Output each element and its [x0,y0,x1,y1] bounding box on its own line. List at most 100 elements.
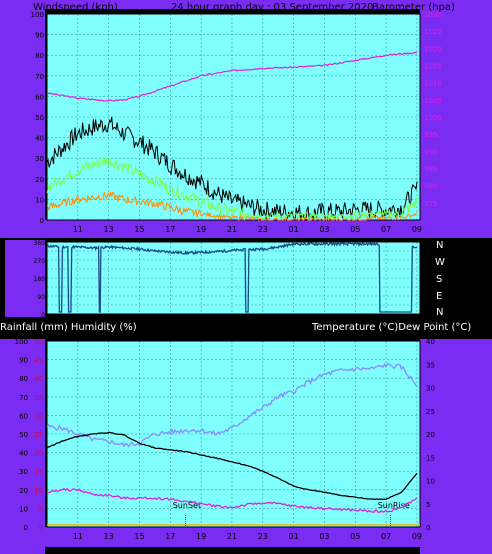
y-right-tick-label: 985 [424,166,437,174]
x-tick-label: 17 [165,532,175,541]
humidity-tick-label: 40 [19,450,28,458]
y-tick-label: 20 [35,176,44,184]
temperature-tick-label: 40 [426,338,435,346]
direction-label-n-bottom: N [436,307,443,318]
humidity-tick-label: 90 [19,357,28,365]
rain-tick-label: 25 [34,431,43,439]
humidity-tick-label: 50 [19,431,28,439]
y-right-tick-label: 1000 [424,114,442,122]
header-right-label: Barometer (hpa) [372,2,455,13]
x-tick-label: 05 [350,532,360,541]
humidity-tick-label: 70 [19,394,28,402]
y-right-tick-label: 980 [424,183,437,191]
x-tick-label: 21 [227,225,237,234]
x-tick-label: 17 [165,225,175,234]
x-tick-label: 19 [196,225,206,234]
top-margin [0,0,492,9]
direction-label-w: W [435,257,445,268]
humidity-tick-label: 0 [24,524,28,532]
y-right-tick-label: 975 [424,200,437,208]
x-tick-label: 13 [104,532,114,541]
temperature-tick-label: 30 [426,385,435,393]
y-right-tick-label: 995 [424,131,437,139]
x-axis-band [45,220,420,238]
humidity-tick-label: 10 [19,505,28,513]
temperature-tick-label: 25 [426,408,435,416]
header-left-label: Windspeed (kph) [33,2,118,13]
x-axis-band [45,527,420,547]
rain-tick-label: 5 [39,505,43,513]
y-tick-label: 50 [35,114,44,122]
x-tick-label: 09 [412,225,422,234]
y-tick-label: 30 [35,155,44,163]
rain-tick-label: 10 [34,487,43,495]
plot-area [47,341,420,527]
header-center-label: 24 hour graph day : 03 September 2020 [171,2,373,13]
x-tick-label: 15 [134,225,144,234]
x-tick-label: 11 [73,225,83,234]
x-tick-label: 21 [227,532,237,541]
rain-tick-label: 0 [39,524,43,532]
x-tick-label: 07 [381,532,391,541]
temperature-tick-label: 5 [426,501,430,509]
y-tick-label: 40 [35,135,44,143]
annotation-label: SunRise [378,501,410,510]
temperature-humidity-panel: 11 13 15 17 19 21 23 01 03 05 07 090102030405060708… [15,338,435,547]
rain-tick-label: 20 [34,450,43,458]
rain-tick-label: 15 [34,468,43,476]
rain-tick-label: 35 [34,394,43,402]
series-barometer [46,51,417,102]
rain-tick-label: 40 [34,375,43,383]
x-tick-label: 01 [289,225,299,234]
direction-panel-left-band [5,240,45,317]
rain-tick-label: 30 [34,412,43,420]
x-tick-label: 13 [104,225,114,234]
series-wind_max [46,116,418,222]
series-temperature [46,431,418,501]
annotation-label: SunSet [173,501,201,510]
mid-header-left-label: Rainfall (mm) Humidity (%) [0,322,137,333]
x-tick-label: 05 [350,225,360,234]
x-tick-label: 03 [319,225,329,234]
y-right-tick-label: 1030 [424,11,442,19]
plot-border [46,340,421,528]
y-tick-label: 60 [35,93,44,101]
wind-direction-panel: 0 90 180 270 360 [34,240,421,319]
humidity-tick-label: 100 [15,338,28,346]
humidity-tick-label: 80 [19,375,28,383]
temperature-tick-label: 10 [426,478,435,486]
x-tick-label: 03 [319,532,329,541]
y-tick-label: 80 [35,52,44,60]
temperature-tick-label: 35 [426,361,435,369]
series-direction [46,241,418,313]
series-wind_min [46,191,418,222]
direction-label-e: E [436,291,442,302]
y-tick-label: 70 [35,73,44,81]
direction-tick-label: 0 [41,312,45,319]
y-right-tick-label: 1010 [424,80,442,88]
mid-header-right-label: Temperature (°C)Dew Point (°C) [311,322,471,333]
humidity-tick-label: 20 [19,487,28,495]
y-tick-label: 100 [31,11,44,19]
x-tick-label: 23 [258,225,268,234]
series-dewpoint [46,487,418,514]
y-right-tick-label: 1025 [424,28,442,36]
y-right-tick-label: 990 [424,148,437,156]
rain-tick-label: 50 [34,338,43,346]
x-tick-label: 07 [381,225,391,234]
direction-tick-label: 90 [37,294,45,301]
y-right-tick-label: 1020 [424,45,442,53]
y-tick-label: 90 [35,32,44,40]
mid-header-band [0,319,492,339]
x-tick-label: 01 [289,532,299,541]
direction-tick-label: 180 [34,276,46,283]
humidity-tick-label: 30 [19,468,28,476]
x-tick-label: 11 [73,532,83,541]
direction-tick-label: 270 [34,258,46,265]
temperature-tick-label: 0 [426,524,430,532]
y-right-tick-label: 1005 [424,97,442,105]
y-tick-label: 10 [35,196,44,204]
direction-label-s: S [436,274,442,285]
